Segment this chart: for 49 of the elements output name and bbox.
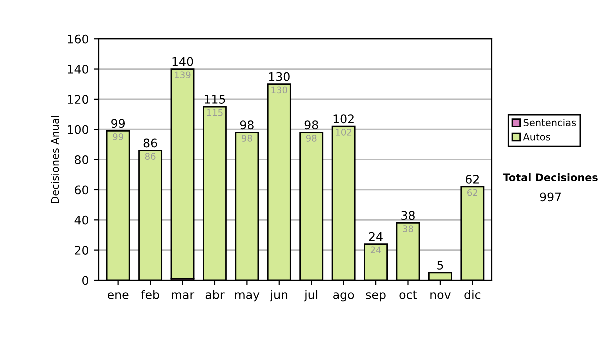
x-tick-label: dic [464,290,481,300]
data-label: 24 [370,246,382,254]
y-axis-title: Decisiones Anual [51,116,60,204]
x-tick-label: abr [206,290,225,300]
total-label: 140 [172,57,194,66]
x-tick-label: oct [400,290,418,300]
data-label: 99 [113,134,124,140]
y-tick-label: 140 [68,65,88,74]
y-tick-label: 0 [82,276,88,286]
data-label: 98 [306,135,317,142]
total-label: 38 [402,211,415,220]
x-tick-label: ago [334,292,354,302]
x-tick-label: jul [304,290,318,302]
y-tick-label: 40 [74,216,88,225]
data-label: 38 [403,226,414,232]
total-label: 115 [204,95,226,104]
text: Total Decisiones [503,173,598,182]
data-label: 102 [336,129,352,136]
total-label: 24 [369,232,383,242]
data-label: 62 [468,189,478,196]
total-label: 102 [334,114,354,124]
data-label: 139 [175,72,191,79]
legend-label: Sentencias [524,118,576,127]
y-tick-label: 80 [75,156,88,164]
x-tick-label: may [235,292,260,302]
x-tick-label: nov [430,292,451,300]
y-tick-label: 20 [75,246,88,255]
total-label: 99 [112,119,126,128]
total-label: 130 [269,72,290,82]
total-label: 98 [304,120,318,130]
total-label: 86 [144,138,158,148]
y-tick-label: 100 [68,125,88,134]
x-tick-label: sep [366,292,386,302]
total-label: 98 [240,120,254,130]
x-tick-label: jun [270,290,288,302]
x-tick-label: mar [172,292,195,300]
total-label: 62 [466,174,479,184]
text: 997 [540,192,562,202]
legend-label: Autos [523,134,550,141]
x-tick-label: feb [141,290,160,300]
data-label: 115 [207,110,223,116]
x-tick-label: ene [108,292,129,300]
y-tick-label: 120 [68,95,88,104]
data-label: 98 [242,135,252,142]
y-tick-label: 60 [75,186,88,195]
y-tick-label: 160 [68,34,88,44]
data-label: 130 [272,86,288,94]
data-label: 86 [145,153,156,160]
total-label: 5 [438,261,444,270]
